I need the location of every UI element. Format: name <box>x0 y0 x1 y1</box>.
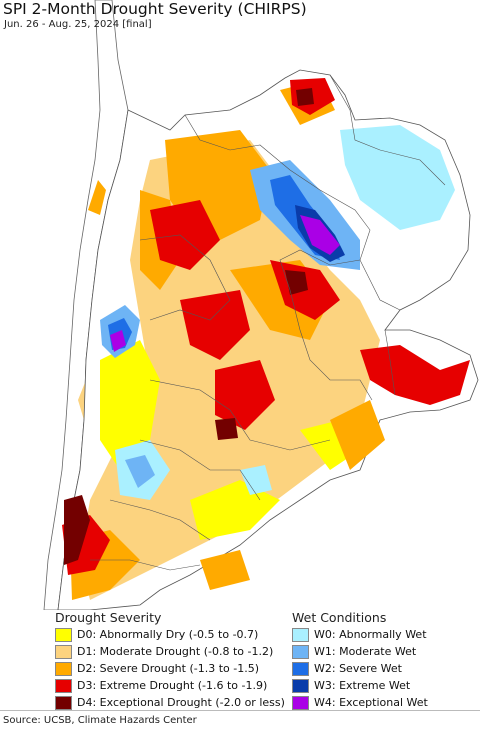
legend-label-d1: D1: Moderate Drought (-0.8 to -1.2) <box>77 645 274 658</box>
source-credit: Source: UCSB, Climate Hazards Center <box>3 715 197 726</box>
legend-label-d0: D0: Abnormally Dry (-0.5 to -0.7) <box>77 628 259 641</box>
admin-borders <box>90 74 446 571</box>
legend-swatch-w1 <box>292 644 309 659</box>
legend-item-w4: W4: Exceptional Wet <box>292 694 428 711</box>
legend-swatch-d1 <box>55 644 72 659</box>
legend-swatch-w4 <box>292 695 309 710</box>
map-subtitle: Jun. 26 - Aug. 25, 2024 [final] <box>4 19 152 30</box>
footer-divider <box>0 710 480 711</box>
legend-item-w3: W3: Extreme Wet <box>292 677 410 694</box>
legend-label-w3: W3: Extreme Wet <box>314 679 411 692</box>
legend-label-w1: W1: Moderate Wet <box>314 645 417 658</box>
drought-map <box>43 0 479 610</box>
legend-item-d4: D4: Exceptional Drought (-2.0 or less) <box>55 694 285 711</box>
legend-swatch-d0 <box>55 627 72 642</box>
legend-label-w4: W4: Exceptional Wet <box>314 696 428 709</box>
legend-label-d4: D4: Exceptional Drought (-2.0 or less) <box>77 696 285 709</box>
legend-swatch-d2 <box>55 661 72 676</box>
wet-areas <box>100 125 455 500</box>
drought-d0-areas <box>100 340 360 540</box>
legend-label-w2: W2: Severe Wet <box>314 662 402 675</box>
legend-item-d1: D1: Moderate Drought (-0.8 to -1.2) <box>55 643 273 660</box>
legend-item-d3: D3: Extreme Drought (-1.6 to -1.9) <box>55 677 267 694</box>
legend-swatch-d3 <box>55 678 72 693</box>
legend-item-d2: D2: Severe Drought (-1.3 to -1.5) <box>55 660 259 677</box>
legend-swatch-w0 <box>292 627 309 642</box>
legend-item-w2: W2: Severe Wet <box>292 660 402 677</box>
legend-item-w0: W0: Abnormally Wet <box>292 626 427 643</box>
legend-item-d0: D0: Abnormally Dry (-0.5 to -0.7) <box>55 626 258 643</box>
legend-label-w0: W0: Abnormally Wet <box>314 628 427 641</box>
legend-item-w1: W1: Moderate Wet <box>292 643 416 660</box>
legend: Drought Severity Wet Conditions D0: Abno… <box>0 610 480 710</box>
legend-label-d3: D3: Extreme Drought (-1.6 to -1.9) <box>77 679 268 692</box>
legend-swatch-w2 <box>292 661 309 676</box>
legend-swatch-w3 <box>292 678 309 693</box>
legend-swatch-d4 <box>55 695 72 710</box>
drought-legend-heading: Drought Severity <box>55 610 162 625</box>
legend-label-d2: D2: Severe Drought (-1.3 to -1.5) <box>77 662 260 675</box>
wet-legend-heading: Wet Conditions <box>292 610 387 625</box>
map-title: SPI 2-Month Drought Severity (CHIRPS) <box>3 0 307 18</box>
drought-d4-areas <box>64 88 314 565</box>
